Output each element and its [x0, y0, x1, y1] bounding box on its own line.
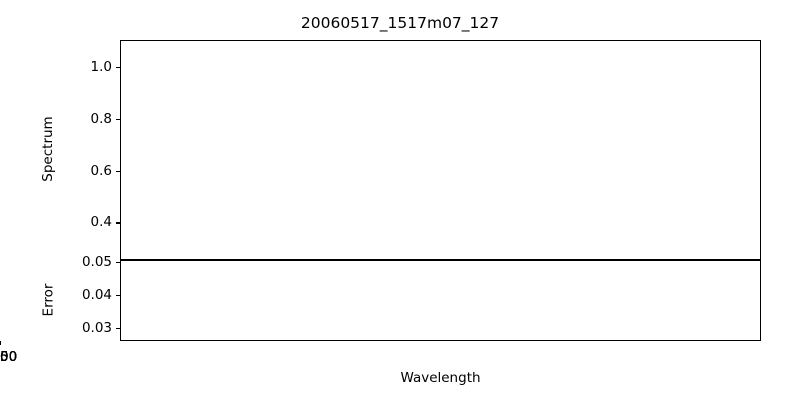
spectrum-y-tick-mark: [116, 170, 120, 172]
spectrum-y-tick-mark: [116, 222, 120, 224]
x-tick-mark: [0, 341, 2, 345]
spectrum-series-svg: [121, 41, 760, 259]
error-series-svg: [121, 261, 760, 340]
x-tick-label: 8800: [0, 349, 18, 365]
x-tick-label: 8700: [0, 349, 18, 365]
error-y-tick-mark: [116, 261, 120, 263]
x-tick-label: 8550: [0, 349, 18, 365]
spectrum-y-tick-mark: [116, 118, 120, 121]
x-tick-label: 8450: [0, 349, 18, 365]
spectrum-y-tick-mark: [116, 67, 120, 69]
error-y-tick-mark: [116, 295, 120, 297]
error-y-tick-mark: [116, 328, 120, 330]
x-axis-label: Wavelength: [400, 370, 481, 386]
error-y-tick-label: 0.05: [81, 253, 112, 270]
spectrum-y-tick-label: 1.0: [90, 59, 112, 76]
spectrum-plot-area: [120, 40, 761, 260]
spectrum-y-axis-label: Spectrum: [40, 116, 56, 182]
spectrum-y-tick-label: 0.4: [90, 214, 112, 231]
error-plot-area: [120, 260, 761, 341]
spectrum-y-tick-label: 0.8: [90, 110, 112, 127]
x-tick-label: 8500: [0, 349, 18, 365]
error-y-tick-label: 0.03: [81, 320, 112, 337]
error-y-tick-label: 0.04: [81, 287, 112, 303]
error-y-axis-label: Error: [40, 283, 56, 316]
x-tick-label: 8750: [0, 349, 18, 365]
chart-title: 20060517_1517m07_127: [300, 14, 500, 32]
x-tick-label: 8650: [0, 349, 18, 365]
spectrum-y-tick-label: 0.6: [90, 162, 112, 179]
x-tick-label: 8600: [0, 349, 18, 365]
